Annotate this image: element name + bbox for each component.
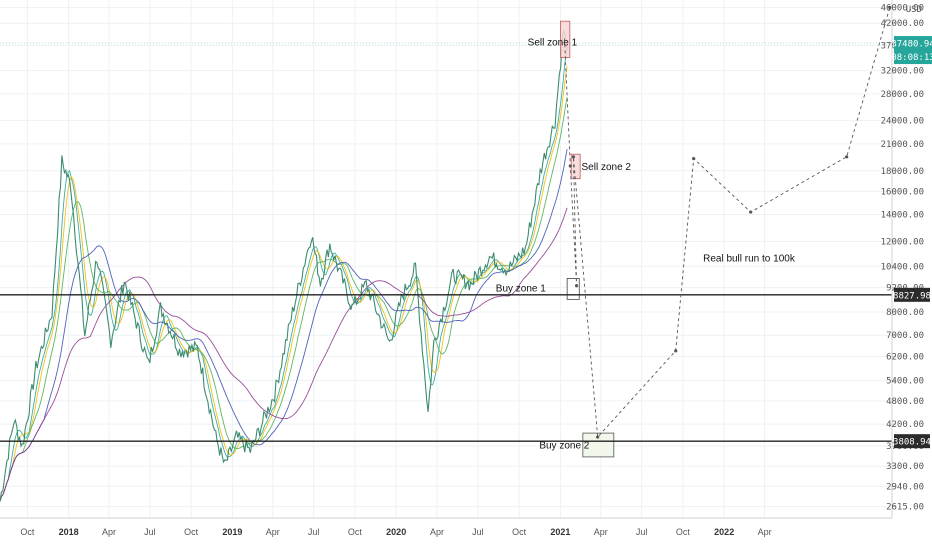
time-axis[interactable]: Oct 2018 Apr Jul Oct 2019 Apr Jul Oct 2020 Apr Jul O… [0, 517, 892, 537]
projection-path [564, 5, 892, 439]
x-tick-label: Apr [430, 527, 444, 537]
annotation-label: Real bull run to 100k [703, 253, 796, 264]
y-tick-label: 5400.00 [886, 376, 924, 386]
zones [560, 20, 615, 458]
x-tick-label: Apr [266, 527, 280, 537]
x-tick-label: Oct [20, 527, 35, 537]
current-price-badge [894, 36, 932, 65]
y-tick-label: 3300.00 [886, 462, 924, 472]
level-price-label: 3808.94 [893, 438, 931, 448]
x-tick-label: Apr [594, 527, 608, 537]
countdown-label: 08:08:13 [891, 53, 932, 63]
y-tick-label: 4200.00 [886, 420, 924, 430]
y-tick-label: 2615.00 [886, 503, 924, 513]
y-tick-label: 2940.00 [886, 482, 924, 492]
y-tick-label: 12000.00 [881, 237, 924, 247]
y-tick-label: 4800.00 [886, 397, 924, 407]
x-tick-label: Jul [636, 527, 648, 537]
projection-point [574, 284, 579, 288]
x-tick-label: Apr [758, 527, 772, 537]
current-price-label: 37480.94 [891, 40, 932, 50]
moving-average-line [0, 97, 568, 502]
moving-average-line [0, 66, 568, 502]
moving-average-line [0, 149, 568, 502]
annotation-label: Sell zone 2 [582, 162, 632, 173]
y-tick-label: 8000.00 [886, 308, 924, 318]
annotations: Sell zone 1 Sell zone 2 Buy zone 1 Buy zone… [496, 37, 796, 451]
projection-point [568, 164, 572, 168]
price-line [0, 28, 568, 502]
y-tick-label: 7000.00 [886, 331, 924, 341]
projection-point [596, 435, 600, 439]
y-tick-label: 28000.00 [881, 90, 924, 100]
x-tick-label: Oct [184, 527, 199, 537]
horizontal-levels [0, 42, 892, 442]
x-tick-label: Oct [512, 527, 527, 537]
projection-point [845, 155, 849, 159]
y-tick-label: 21000.00 [881, 140, 924, 150]
y-tick-label: 10400.00 [881, 262, 924, 272]
x-tick-label: Oct [348, 527, 363, 537]
x-tick-label: Apr [102, 527, 116, 537]
price-badges: 8827.98 3808.94 37480.94 08:08:13 [891, 36, 932, 449]
x-tick-label: 2021 [550, 527, 570, 537]
projection-point [888, 5, 892, 10]
x-tick-label: 2020 [386, 527, 406, 537]
y-tick-label: 6200.00 [886, 352, 924, 362]
x-tick-label: Jul [472, 527, 484, 537]
x-tick-label: 2019 [222, 527, 242, 537]
y-tick-label: 24000.00 [881, 117, 924, 127]
projection-point [571, 155, 576, 159]
y-tick-label: 18000.00 [881, 167, 924, 177]
projection-point [749, 210, 753, 214]
y-tick-label: 46000.00 [881, 3, 924, 13]
annotation-label: Sell zone 1 [528, 37, 578, 48]
moving-average-line [0, 207, 568, 502]
projection-point [692, 157, 696, 161]
x-tick-label: 2022 [714, 527, 734, 537]
zone-box [582, 432, 615, 458]
y-tick-label: 14000.00 [881, 211, 924, 221]
y-tick-label: 32000.00 [881, 67, 924, 77]
x-tick-label: 2018 [59, 527, 79, 537]
currency-label: USD [906, 5, 922, 15]
projection-point [674, 349, 678, 353]
annotation-label: Buy zone 1 [496, 283, 546, 294]
price-series-line [0, 28, 568, 502]
x-tick-label: Jul [308, 527, 320, 537]
y-tick-label: 16000.00 [881, 187, 924, 197]
annotation-label: Buy zone 2 [539, 441, 589, 452]
level-price-badge [894, 287, 930, 302]
zone-box [566, 278, 580, 300]
level-price-label: 8827.98 [893, 291, 931, 301]
x-tick-label: Oct [676, 527, 691, 537]
y-tick-label: 42000.00 [881, 19, 924, 29]
level-price-badge [894, 434, 930, 449]
x-tick-label: Jul [144, 527, 156, 537]
grid [0, 0, 892, 518]
projection-dashed-line [564, 7, 891, 439]
